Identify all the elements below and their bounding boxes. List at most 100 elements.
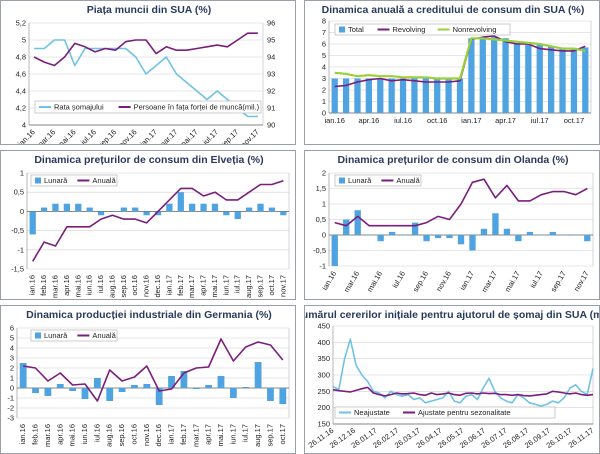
x-tick-label: mar.16	[342, 270, 361, 294]
bar-iun.16	[86, 207, 93, 212]
y-tick-label: 3	[10, 354, 14, 363]
chart-title: Numărul cererilor inițiale pentru ajutor…	[305, 309, 600, 321]
x-tick-label: mar.16	[43, 424, 52, 447]
x-tick-label: iul.17	[201, 127, 220, 145]
bar-feb.17	[177, 192, 184, 212]
y-tick-label: 2	[10, 364, 14, 373]
legend-box	[334, 174, 422, 187]
x-tick-label: apr.16	[62, 275, 71, 296]
chart-us-labour: Piața muncii din SUA (%) 4 4,2 4,4 4,6 4,8 5 5,…	[16, 4, 276, 145]
x-tick-label: apr.16	[358, 116, 379, 125]
y2-tick-label: 91	[267, 104, 275, 113]
y-tick-label: -1	[7, 394, 14, 403]
y-tick-label: 1	[322, 200, 326, 209]
y-tick-label: -1,5	[11, 265, 24, 274]
panel-us-credit: Dinamica anuală a creditului de consum d…	[304, 0, 600, 145]
y-tick-label: 4,4	[16, 87, 26, 96]
x-tick-label: aug.16	[107, 275, 116, 298]
y-tick-label: 4,6	[16, 70, 26, 79]
x-tick-label: apr.17	[495, 116, 516, 125]
x-tick-label: mar.16	[50, 275, 59, 298]
x-tick-label: mar.16	[35, 127, 58, 145]
x-tick-label: apr.16	[55, 424, 64, 445]
bar-nov.17	[582, 47, 589, 114]
chart-de-ip: Dinamica producției industriale din Germ…	[7, 309, 290, 447]
bar-iul.16	[97, 211, 105, 216]
series-line-1	[33, 32, 258, 67]
chart-title: Piața muncii din SUA (%)	[87, 4, 211, 16]
y-tick-label: 3	[322, 74, 326, 83]
x-tick-label: ian.16	[324, 116, 344, 125]
y-tick-label: 0,5	[316, 215, 326, 224]
bar-mar.16	[354, 210, 361, 235]
y-tick-label: 2	[322, 86, 326, 95]
bar-mai.17	[217, 376, 225, 388]
y-tick-label: -3	[7, 414, 14, 423]
bar-nov.16	[445, 78, 452, 113]
x-tick-label: oct.17	[564, 116, 584, 125]
bar-iun.17	[526, 231, 534, 235]
bar-oct.16	[434, 235, 442, 239]
x-tick-label: mai.16	[68, 424, 77, 447]
y-tick-label: 0	[322, 231, 326, 240]
x-tick-label: oct.16	[129, 424, 138, 444]
bar-aug.17	[245, 207, 253, 212]
x-tick-label: iun.17	[228, 424, 237, 444]
bar-iun.16	[388, 78, 395, 113]
y-tick-label: 2	[322, 169, 326, 178]
x-tick-label: feb.17	[179, 424, 188, 445]
y-tick-label: 4,2	[16, 104, 26, 113]
y-tick-label: 250	[317, 387, 330, 396]
x-tick-label: ian.16	[28, 275, 37, 295]
x-tick-label: mai.17	[503, 270, 522, 294]
bar-sep.17	[561, 235, 568, 236]
x-tick-label: mar.17	[187, 275, 196, 298]
x-tick-label: mar.17	[480, 270, 499, 294]
bar-iun.17	[223, 211, 230, 216]
bar-apr.17	[503, 228, 511, 235]
y-tick-label: 150	[317, 420, 330, 429]
chart-title: Dinamica anuală a creditului de consum d…	[322, 4, 585, 16]
y-tick-label: 1	[322, 97, 326, 106]
bar-feb.16	[342, 78, 350, 113]
x-tick-label: ian.17	[461, 116, 481, 125]
bar-ian.16	[331, 78, 338, 113]
legend-label: Total	[348, 25, 364, 34]
x-tick-label: mai.17	[210, 275, 219, 298]
y-tick-label: -0,5	[313, 246, 326, 255]
bar-oct.16	[132, 207, 139, 212]
series-line-1	[23, 338, 284, 402]
x-tick-label: ian.16	[320, 270, 338, 292]
series-line-0	[34, 39, 258, 118]
series-line-1	[334, 35, 586, 88]
bar-oct.17	[572, 235, 579, 236]
bar-nov.16	[143, 211, 150, 216]
y-tick-label: 300	[317, 371, 330, 380]
chart-ch-cpi: Dinamica prețurilor de consum din Elveți…	[11, 154, 290, 298]
x-tick-label: apr.17	[199, 275, 208, 296]
x-tick-label: ian.17	[167, 424, 176, 444]
bar-ian.17	[468, 38, 475, 113]
bar-mai.17	[211, 203, 219, 212]
bar-ian.17	[166, 203, 173, 212]
bar-nov.17	[280, 211, 287, 216]
series-line-0	[332, 338, 594, 407]
y-tick-label: 5,2	[16, 19, 26, 28]
panel-nl-cpi: Dinamica prețurilor de consum din Olanda…	[304, 150, 600, 300]
chart-title: Dinamica prețurilor de consum din Olanda…	[337, 154, 568, 166]
y-tick-label: 0	[20, 207, 24, 216]
bar-ian.16	[29, 211, 36, 235]
x-tick-label: iul.17	[241, 424, 250, 442]
legend-swatch	[35, 332, 41, 339]
legend-label: Lunară	[44, 331, 68, 340]
bar-feb.16	[32, 388, 39, 393]
bar-iul.17	[538, 235, 545, 236]
y2-tick-label: 95	[267, 36, 275, 45]
bar-dec.16	[155, 388, 163, 405]
y-tick-label: 4,8	[16, 53, 26, 62]
bar-iul.16	[93, 378, 101, 388]
bar-ian.16	[331, 235, 338, 266]
bar-mar.17	[492, 213, 499, 235]
panel-ch-cpi: Dinamica prețurilor de consum din Elveți…	[0, 150, 296, 300]
bar-feb.16	[40, 207, 48, 212]
